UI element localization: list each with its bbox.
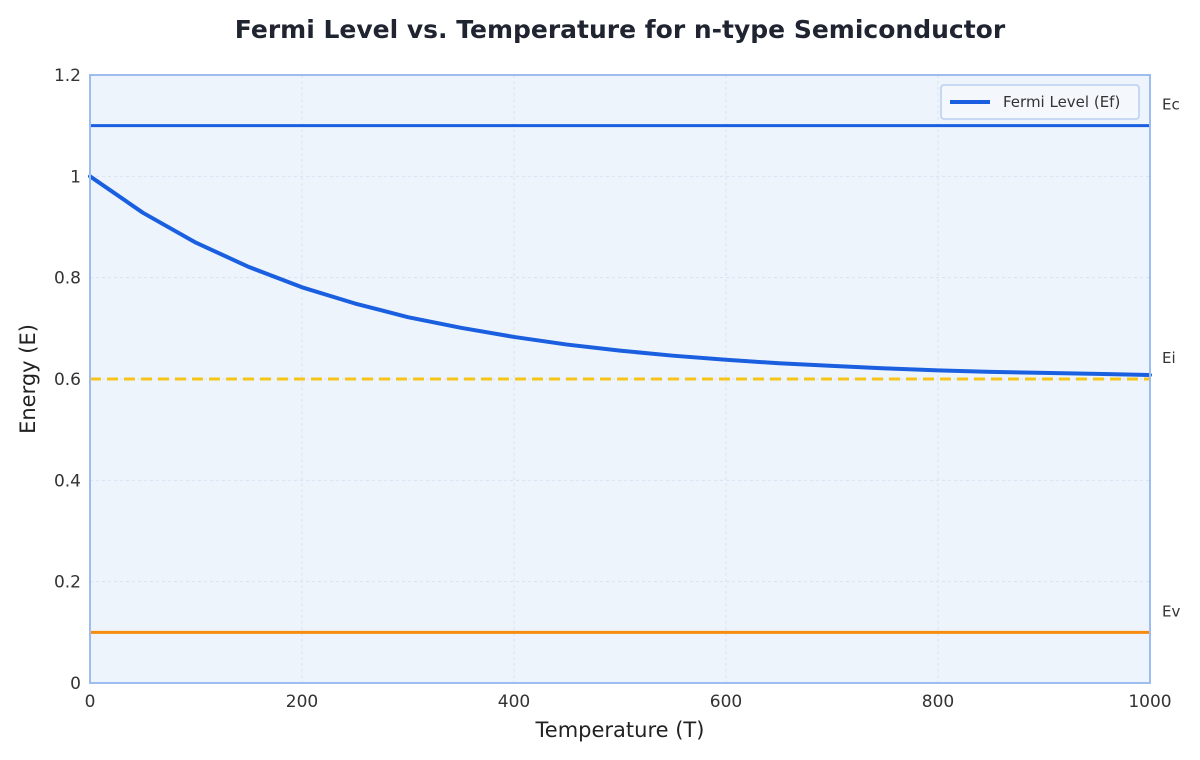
legend-label: Fermi Level (Ef) xyxy=(1003,93,1120,111)
x-tick-label: 400 xyxy=(498,692,530,712)
reference-line-labels: Ec Ei Ev xyxy=(1162,96,1180,621)
y-tick-label: 0.4 xyxy=(54,471,81,491)
x-tick-label: 200 xyxy=(286,692,318,712)
x-tick-label: 1000 xyxy=(1128,692,1171,712)
x-axis-ticks: 0 200 400 600 800 1000 xyxy=(85,692,1172,712)
legend: Fermi Level (Ef) xyxy=(940,84,1140,120)
x-axis-label: Temperature (T) xyxy=(535,718,705,742)
x-tick-label: 0 xyxy=(85,692,96,712)
plot-border xyxy=(89,74,1151,684)
reference-label-ei: Ei xyxy=(1162,349,1176,367)
reference-label-ec: Ec xyxy=(1162,96,1180,114)
series-line-0 xyxy=(88,174,1152,377)
x-tick-label: 600 xyxy=(710,692,742,712)
chart-title: Fermi Level vs. Temperature for n-type S… xyxy=(235,15,1006,44)
reference-lines xyxy=(90,124,1150,634)
y-tick-label: 0 xyxy=(70,674,81,694)
series-layer xyxy=(88,174,1152,377)
y-tick-label: 0.8 xyxy=(54,269,81,289)
x-tick-label: 800 xyxy=(922,692,954,712)
y-tick-label: 1 xyxy=(70,167,81,187)
y-axis-ticks: 0 0.2 0.4 0.6 0.8 1 1.2 xyxy=(54,66,81,694)
y-tick-label: 0.2 xyxy=(54,573,81,593)
reference-label-ev: Ev xyxy=(1162,602,1180,620)
y-axis-label: Energy (E) xyxy=(16,324,40,434)
y-tick-label: 1.2 xyxy=(54,66,81,86)
legend-box xyxy=(940,84,1140,120)
y-tick-label: 0.6 xyxy=(54,370,81,390)
